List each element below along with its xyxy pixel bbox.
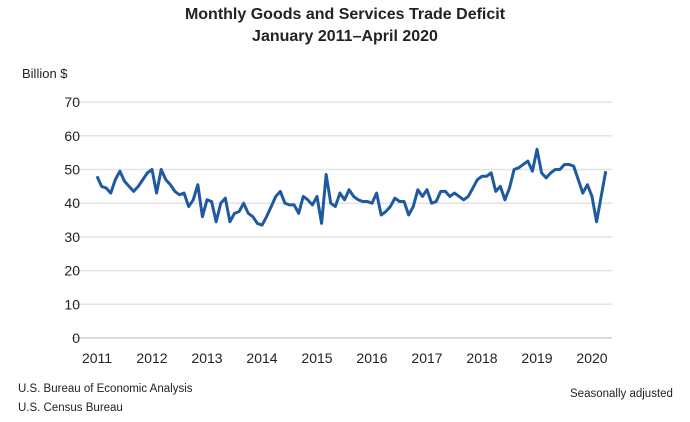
source-bea: U.S. Bureau of Economic Analysis: [18, 383, 193, 395]
y-tick-label: 20: [64, 263, 80, 279]
y-tick-label: 70: [64, 94, 80, 110]
chart-subtitle: January 2011–April 2020: [252, 28, 438, 45]
seasonal-note: Seasonally adjusted: [570, 388, 673, 400]
x-tick-label: 2019: [521, 350, 552, 366]
y-axis-label: Billion $: [22, 66, 68, 81]
source-census: U.S. Census Bureau: [18, 402, 123, 414]
y-tick-label: 40: [64, 195, 80, 211]
x-tick-label: 2016: [356, 350, 387, 366]
chart-title: Monthly Goods and Services Trade Deficit: [184, 6, 506, 23]
y-tick-label: 10: [64, 296, 80, 312]
y-tick-label: 60: [64, 128, 80, 144]
x-tick-label: 2018: [466, 350, 497, 366]
y-tick-label: 0: [72, 330, 80, 346]
x-tick-label: 2020: [576, 350, 607, 366]
x-tick-label: 2011: [82, 350, 112, 366]
x-tick-label: 2015: [301, 350, 332, 366]
x-tick-label: 2012: [136, 350, 167, 366]
x-tick-label: 2017: [411, 350, 442, 366]
series-line: [95, 147, 608, 227]
y-tick-label: 30: [64, 229, 80, 245]
y-tick-label: 50: [64, 162, 80, 178]
x-tick-label: 2014: [246, 350, 277, 366]
x-tick-label: 2013: [191, 350, 222, 366]
